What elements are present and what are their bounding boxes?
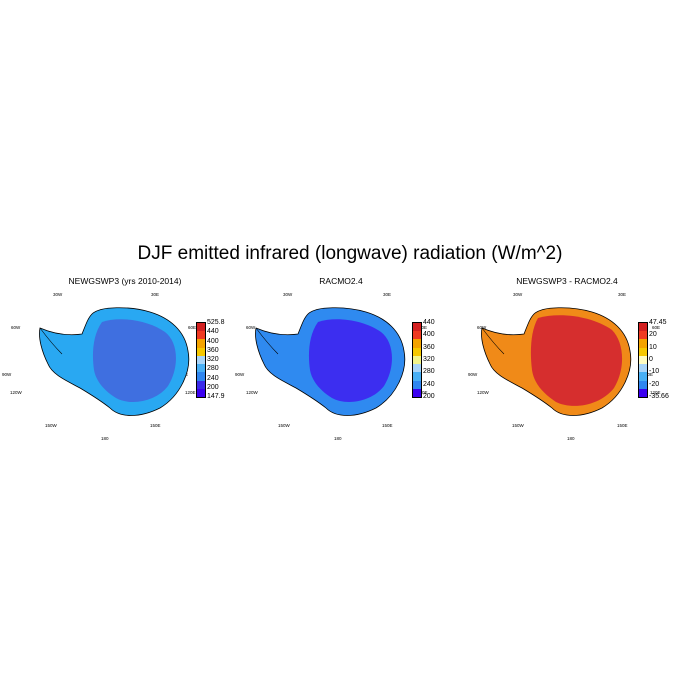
lon-label-60e: 60E: [652, 325, 661, 330]
colorbar-tick-label: -10: [649, 368, 660, 376]
colorbar-segment: [413, 331, 421, 340]
colorbar-segment: [413, 339, 421, 348]
colorbar-tick-label: 280: [423, 368, 435, 376]
colorbar-segment: [413, 380, 421, 389]
colorbar-tick-label: -20: [649, 380, 660, 388]
lon-label-150w: 150W: [512, 423, 524, 428]
colorbar-segment: [197, 323, 205, 332]
panel-title: NEWGSWP3 - RACMO2.4: [516, 276, 618, 286]
lon-label-120e: 120E: [185, 390, 196, 395]
colorbar-tick-label: 400: [423, 331, 435, 339]
colorbar-segment: [639, 380, 647, 389]
colorbar: [196, 322, 206, 398]
colorbar-tick-label: 147.9: [207, 393, 225, 400]
colorbar-segment: [639, 347, 647, 356]
colorbar-segment: [413, 364, 421, 373]
colorbar-segment: [639, 323, 647, 332]
colorbar-segment: [197, 347, 205, 356]
lon-label-90w: 90W: [235, 372, 245, 377]
lon-label-30e: 30E: [383, 292, 392, 297]
lon-label-120w: 120W: [246, 390, 258, 395]
colorbar-tick-label: 200: [423, 393, 435, 400]
colorbar-tick-label: 47.45: [649, 319, 667, 326]
lon-label-180: 180: [567, 436, 575, 441]
lon-label-120w: 120W: [10, 390, 22, 395]
colorbar-tick-label: 440: [423, 319, 435, 326]
colorbar-segment: [639, 372, 647, 381]
colorbar-segment: [197, 380, 205, 389]
colorbar-segment: [197, 339, 205, 348]
colorbar-tick-label: -35.66: [649, 393, 669, 400]
lon-label-30e: 30E: [618, 292, 627, 297]
colorbar-tick-label: 360: [207, 346, 219, 354]
lon-label-30w: 30W: [513, 292, 523, 297]
antarctica-map: [39, 307, 190, 416]
colorbar-segment: [197, 388, 205, 397]
antarctica-map: [255, 307, 406, 416]
panel-title: RACMO2.4: [319, 276, 363, 286]
lon-label-60w: 60W: [246, 325, 256, 330]
colorbar-segment: [197, 372, 205, 381]
lon-label-180: 180: [334, 436, 342, 441]
lon-label-120w: 120W: [477, 390, 489, 395]
antarctica-map: [481, 307, 632, 416]
colorbar-tick-label: 200: [207, 383, 219, 391]
colorbar-tick-label: 360: [423, 343, 435, 351]
interior-fill: [530, 315, 623, 406]
map-panel-racmo: RACMO2.4 30W 30E 60W 60E 90W 90E 120W 12…: [235, 276, 479, 446]
lon-label-30e: 30E: [151, 292, 160, 297]
lon-label-60w: 60W: [11, 325, 21, 330]
colorbar-tick-label: 10: [649, 343, 657, 351]
colorbar: [638, 322, 648, 398]
lon-label-150e: 150E: [150, 423, 161, 428]
lon-label-60w: 60W: [477, 325, 487, 330]
lon-label-60e: 60E: [419, 325, 428, 330]
lon-label-150e: 150E: [382, 423, 393, 428]
colorbar-segment: [639, 339, 647, 348]
colorbar-tick-label: 440: [207, 328, 219, 336]
panel-title: NEWGSWP3 (yrs 2010-2014): [68, 276, 182, 286]
colorbar: [412, 322, 422, 398]
colorbar-segment: [413, 388, 421, 397]
interior-fill: [308, 319, 392, 402]
colorbar-segment: [413, 323, 421, 332]
colorbar-segment: [197, 355, 205, 365]
map-panel-newgswp3: NEWGSWP3 (yrs 2010-2014) 30W 30E 60W 60E…: [2, 276, 263, 446]
colorbar-tick-label: 320: [423, 356, 435, 363]
colorbar-segment: [413, 355, 421, 365]
lon-label-90w: 90W: [2, 372, 12, 377]
colorbar-segment: [413, 347, 421, 356]
colorbar-tick-label: 240: [423, 380, 435, 388]
lon-label-30w: 30W: [53, 292, 63, 297]
colorbar-tick-label: 525.8: [207, 319, 225, 326]
colorbar-segment: [197, 331, 205, 340]
colorbar-tick-label: 280: [207, 365, 219, 373]
lon-label-60e: 60E: [188, 325, 197, 330]
colorbar-tick-label: 320: [207, 356, 219, 363]
lon-label-90w: 90W: [468, 372, 478, 377]
colorbar-segment: [639, 331, 647, 340]
colorbar-tick-label: 400: [207, 337, 219, 345]
lon-label-30w: 30W: [283, 292, 293, 297]
colorbar-segment: [639, 355, 647, 365]
map-panel-difference: NEWGSWP3 - RACMO2.4 30W 30E 60W 60E 90W …: [468, 276, 700, 446]
lon-label-120e: 120E: [417, 390, 428, 395]
interior-fill: [92, 319, 176, 402]
colorbar-tick-label: 0: [649, 356, 653, 363]
lon-label-120e: 120E: [650, 390, 661, 395]
colorbar-segment: [639, 388, 647, 397]
figure-title: DJF emitted infrared (longwave) radiatio…: [137, 243, 563, 264]
lon-label-90e: 90E: [645, 372, 654, 377]
colorbar-tick-label: 240: [207, 374, 219, 382]
lon-label-180: 180: [101, 436, 109, 441]
colorbar-segment: [639, 364, 647, 373]
lon-label-150w: 150W: [278, 423, 290, 428]
colorbar-segment: [413, 372, 421, 381]
colorbar-tick-label: 20: [649, 331, 657, 339]
lon-label-150w: 150W: [45, 423, 57, 428]
colorbar-segment: [197, 364, 205, 373]
lon-label-150e: 150E: [617, 423, 628, 428]
